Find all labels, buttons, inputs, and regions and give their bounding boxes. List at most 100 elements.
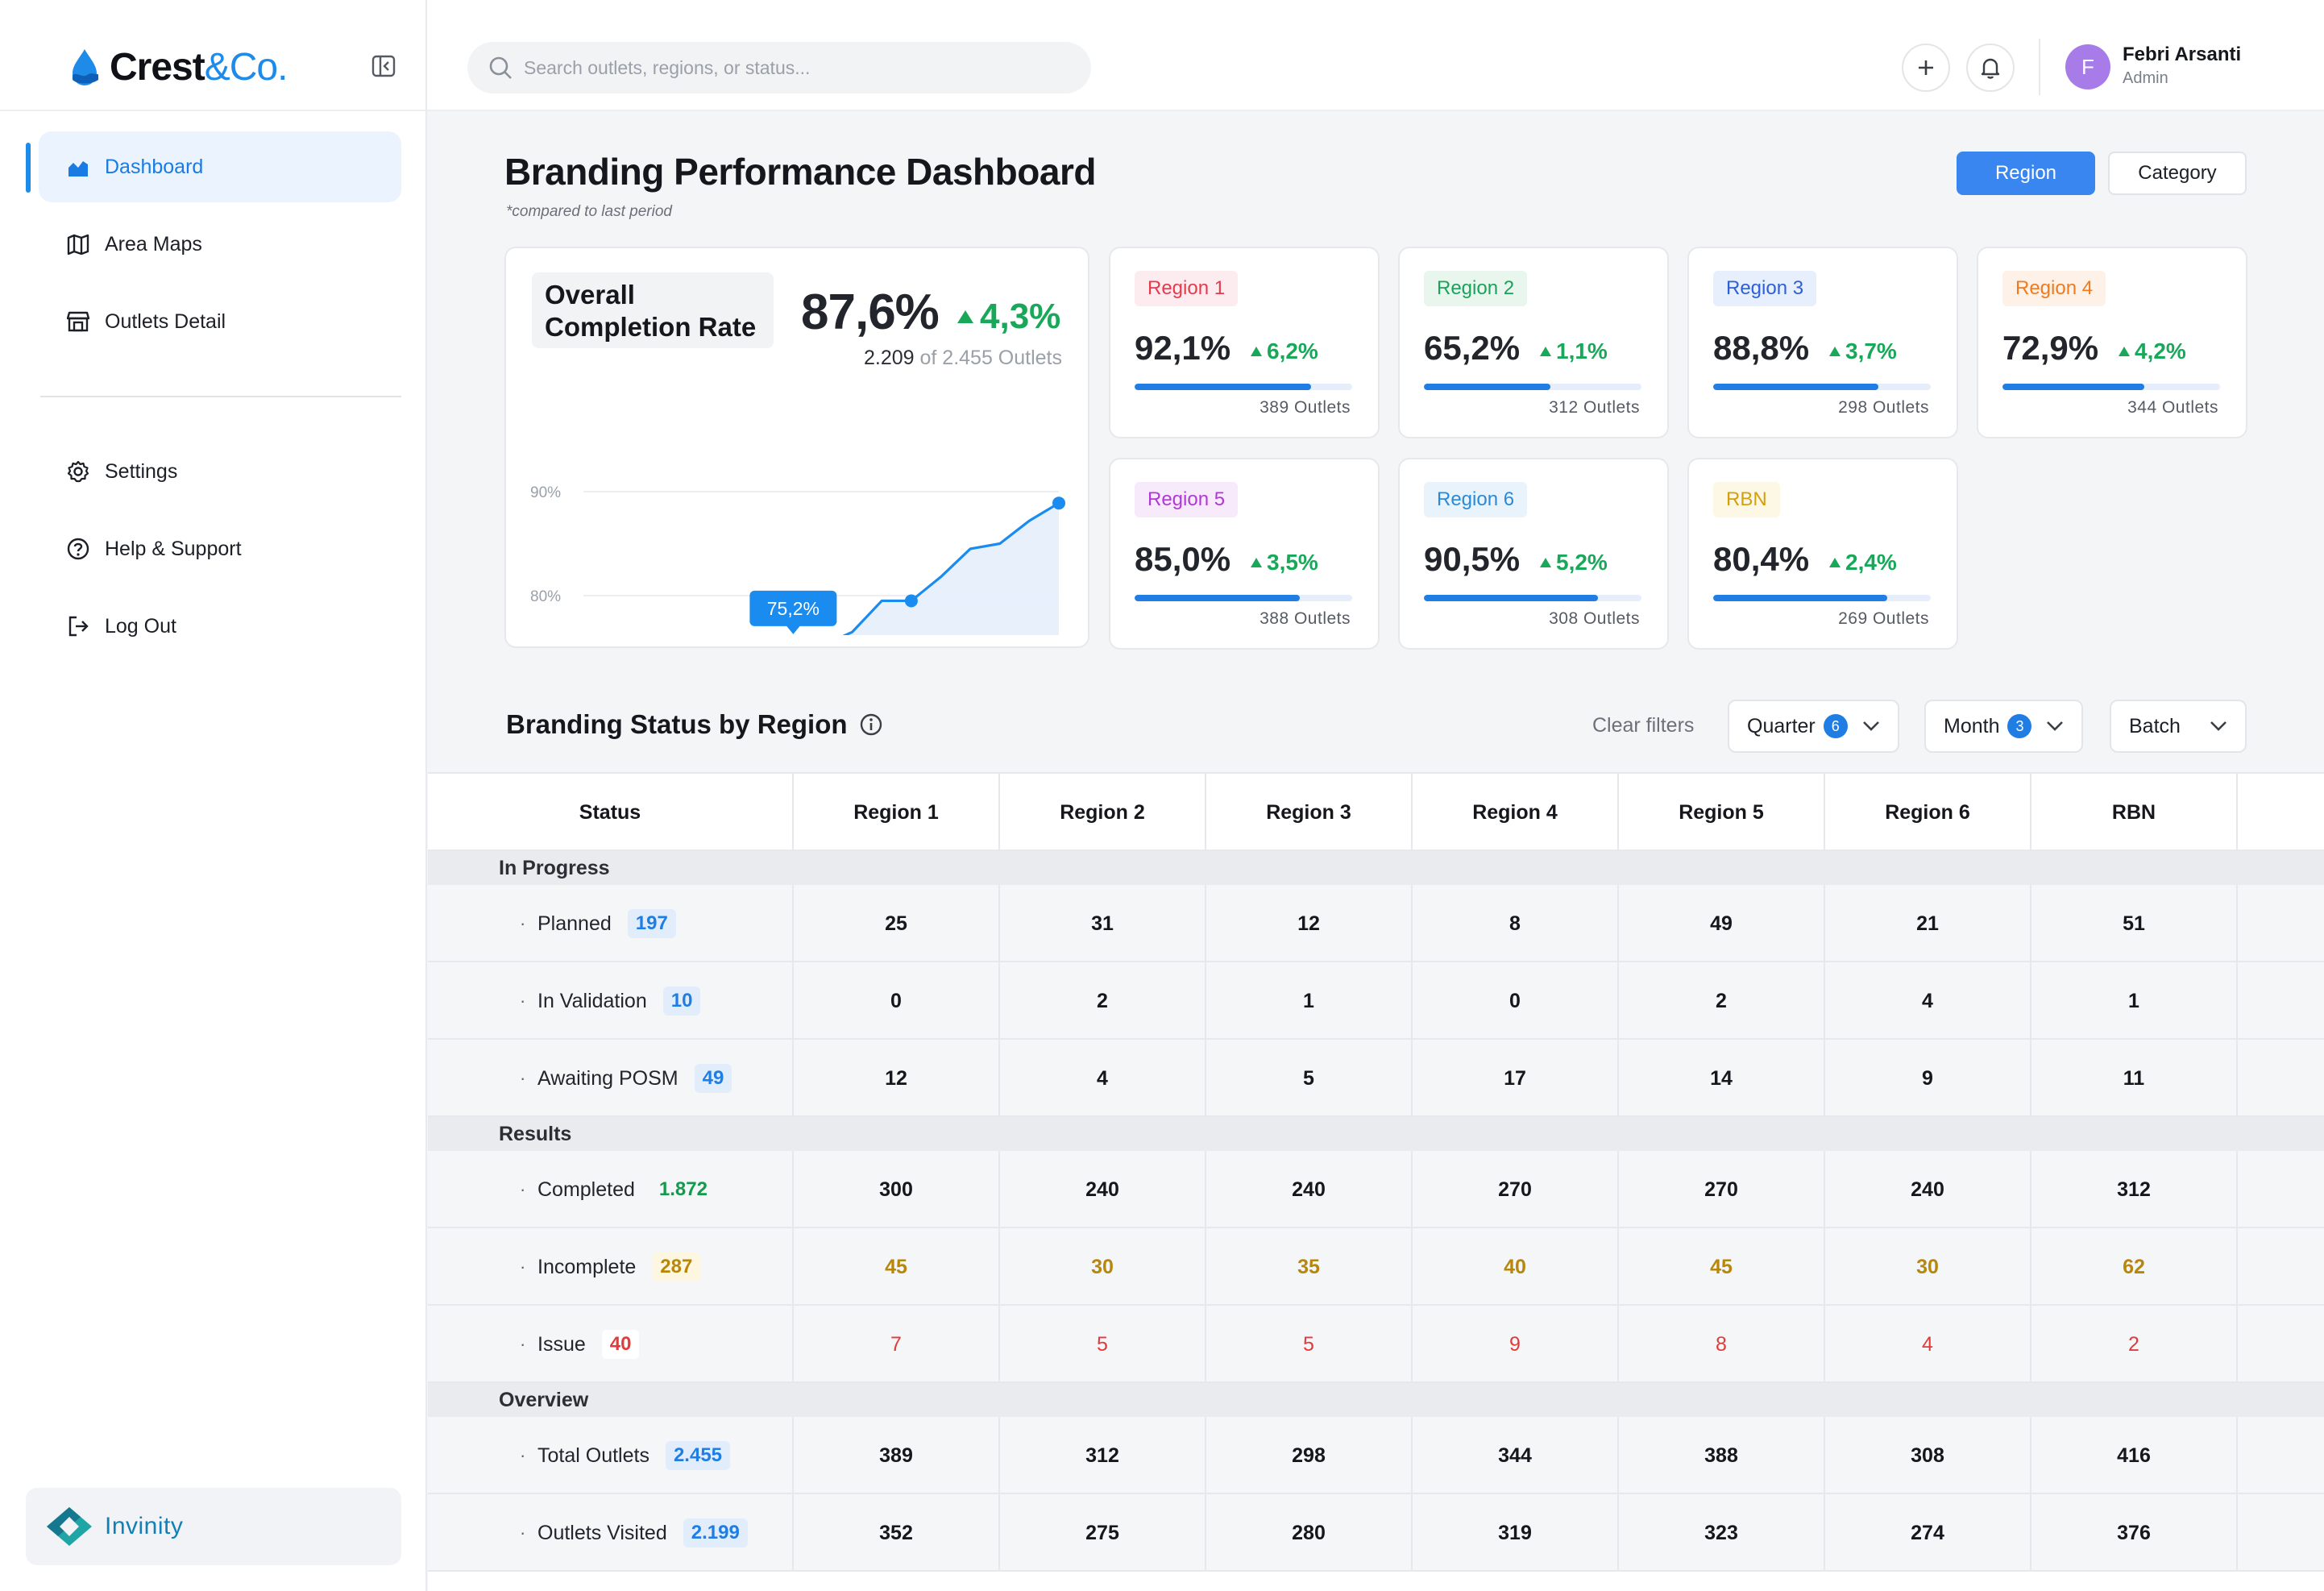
column-header[interactable]: RBN [2031,774,2238,851]
bullet: · [520,1068,526,1088]
search-bar[interactable] [467,42,1091,93]
region-delta: 2,4% [1829,550,1897,575]
trend-up-icon [1540,347,1551,356]
toggle-category[interactable]: Category [2108,152,2247,195]
table-row[interactable]: · In Validation 10 0 2 1 0 2 4 1 [428,962,2324,1040]
column-header[interactable]: Region 2 [1000,774,1206,851]
table-row[interactable]: · Outlets Visited 2.199 352 275 280 319 323 274 3… [428,1494,2324,1572]
trend-up-icon [1829,558,1841,567]
filter-quarter[interactable]: Quarter 6 [1728,700,1899,753]
sidebar-item-area-maps[interactable]: Area Maps [39,209,401,280]
brand-logo[interactable]: Crest&Co. [68,45,288,89]
page-subtitle: *compared to last period [506,203,672,220]
overall-completion-card: Overall Completion Rate 87,6% 4,3% 2.209… [504,247,1089,648]
table-cell: 14 [1619,1040,1825,1117]
notifications-button[interactable] [1966,44,2015,92]
region-card[interactable]: Region 1 92,1% 6,2% 389 Outlets [1109,247,1380,438]
user-role: Admin [2123,69,2168,87]
row-total-badge: 2.199 [683,1518,748,1547]
water-drop-icon [73,48,98,85]
region-card[interactable]: Region 5 85,0% 3,5% 388 Outlets [1109,458,1380,650]
column-header[interactable]: Status [428,774,794,851]
filter-batch[interactable]: Batch [2110,700,2247,753]
region-card[interactable]: Region 3 88,8% 3,7% 298 Outlets [1687,247,1958,438]
table-cell: 298 [1206,1417,1413,1494]
overall-label: Overall Completion Rate [532,272,774,348]
group-row: In Progress [428,851,2324,885]
table-cell: 51 [2031,885,2238,962]
table-cell: 35 [1206,1228,1413,1306]
table-row[interactable]: · Issue 40 7 5 5 9 8 4 2 [428,1306,2324,1383]
info-icon[interactable] [859,712,883,737]
sidebar-item-settings[interactable]: Settings [39,436,401,507]
table-row[interactable]: · Awaiting POSM 49 12 4 5 17 14 9 11 [428,1040,2324,1117]
bullet: · [520,1257,526,1277]
sidebar-item-help-support[interactable]: Help & Support [39,513,401,584]
region-progress-bar [2002,384,2220,390]
column-header[interactable]: Region 3 [1206,774,1413,851]
callout-box [749,590,837,626]
top-bar: F Febri Arsanti Admin [427,0,2324,111]
table-row[interactable]: · Total Outlets 2.455 389 312 298 344 388 308 416 [428,1417,2324,1494]
clear-filters-link[interactable]: Clear filters [1592,714,1695,737]
table-row[interactable]: · Incomplete 287 45 30 35 40 45 30 62 [428,1228,2324,1306]
region-delta: 5,2% [1540,550,1608,575]
sidebar-item-label: Dashboard [105,155,204,178]
row-label: · Total Outlets 2.455 [428,1417,794,1494]
sidebar-item-log-out[interactable]: Log Out [39,591,401,662]
region-badge: Region 4 [2002,271,2106,306]
toggle-region[interactable]: Region [1957,152,2095,195]
sidebar-item-label: Log Out [105,614,176,638]
plus-icon [1919,60,1933,75]
table-cell: 0 [794,962,1000,1040]
row-total-badge: 197 [627,909,676,938]
region-value: 80,4% [1713,540,1810,578]
sidebar: Crest&Co. Dashboard Area Maps Outlets De… [0,0,427,1591]
table-row[interactable]: · Planned 197 25 31 12 8 49 21 51 [428,885,2324,962]
bullet: · [520,1445,526,1465]
section-title: Branding Status by Region [506,709,883,740]
region-delta: 3,7% [1829,339,1897,364]
region-progress-bar [1424,595,1641,601]
table-cell: 7 [794,1306,1000,1383]
sidebar-item-dashboard[interactable]: Dashboard [39,131,401,202]
table-cell: 1 [1206,962,1413,1040]
table-cell: 45 [794,1228,1000,1306]
region-card[interactable]: Region 2 65,2% 1,1% 312 Outlets [1398,247,1669,438]
row-label: · Planned 197 [428,885,794,962]
table-cell: 300 [794,1151,1000,1228]
add-button[interactable] [1902,44,1950,92]
page-title: Branding Performance Dashboard [504,151,1096,193]
invinity-brand-footer[interactable]: Invinity [26,1488,401,1565]
region-progress-bar [1135,384,1352,390]
column-header[interactable]: Region 4 [1413,774,1619,851]
table-cell: 8 [1619,1306,1825,1383]
table-cell: 388 [1619,1417,1825,1494]
status-table: Status Region 1 Region 2 Region 3 Region 4 Re… [428,772,2324,1591]
table-cell: 344 [1413,1417,1619,1494]
row-label: · Completed 1.872 [428,1151,794,1228]
table-cell: 5 [1000,1306,1206,1383]
region-card[interactable]: RBN 80,4% 2,4% 269 Outlets [1687,458,1958,650]
table-cell: 40 [1413,1228,1619,1306]
region-badge: RBN [1713,482,1780,517]
table-cell: 17 [1413,1040,1619,1117]
column-header[interactable]: Region 5 [1619,774,1825,851]
table-cell: 319 [1413,1494,1619,1572]
sidebar-item-outlets-detail[interactable]: Outlets Detail [39,286,401,357]
search-input[interactable] [524,56,1072,79]
overall-value: 87,6% [801,285,940,340]
region-card[interactable]: Region 4 72,9% 4,2% 344 Outlets [1977,247,2247,438]
region-card[interactable]: Region 6 90,5% 5,2% 308 Outlets [1398,458,1669,650]
bullet: · [520,1334,526,1354]
column-header[interactable]: Region 1 [794,774,1000,851]
row-total-badge: 287 [652,1252,701,1282]
column-header[interactable]: Region 6 [1825,774,2031,851]
avatar[interactable]: F [2065,44,2110,89]
table-row[interactable]: · Completed 1.872 300 240 240 270 270 240 312 [428,1151,2324,1228]
table-cell: 30 [1000,1228,1206,1306]
filter-month[interactable]: Month 3 [1924,700,2084,753]
chevron-down-icon [2210,721,2226,731]
collapse-sidebar-icon[interactable] [371,53,396,79]
table-cell: 8 [1413,885,1619,962]
